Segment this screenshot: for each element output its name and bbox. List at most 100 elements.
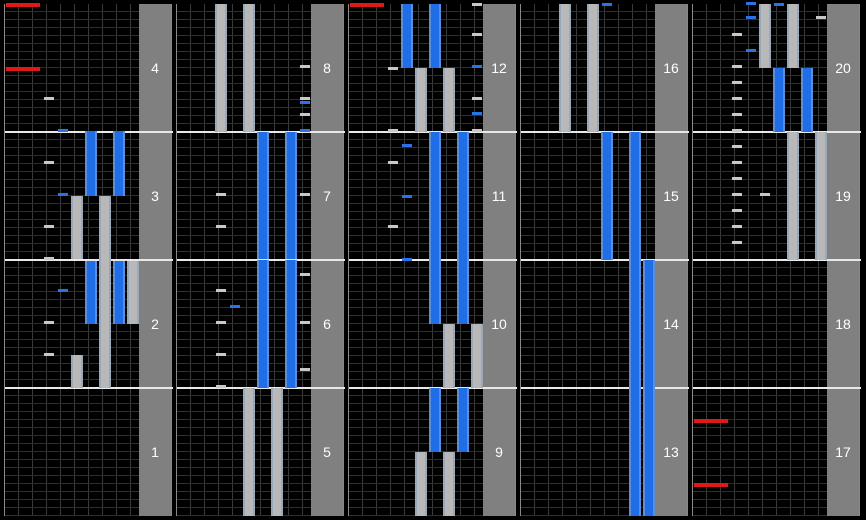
note[interactable]	[602, 3, 612, 7]
long-note[interactable]	[457, 132, 469, 260]
long-note[interactable]	[71, 354, 83, 388]
note[interactable]	[300, 100, 310, 104]
long-note[interactable]	[257, 132, 269, 259]
long-note[interactable]	[243, 4, 255, 132]
note[interactable]	[402, 195, 412, 199]
note[interactable]	[388, 128, 398, 132]
note[interactable]	[300, 368, 310, 372]
note[interactable]	[732, 160, 742, 164]
note[interactable]	[388, 67, 398, 71]
note[interactable]	[300, 128, 310, 132]
note[interactable]	[216, 352, 226, 356]
long-note[interactable]	[415, 452, 427, 516]
long-note[interactable]	[787, 4, 799, 68]
note[interactable]	[58, 128, 68, 132]
note[interactable]	[732, 209, 742, 213]
note[interactable]	[732, 113, 742, 117]
long-note[interactable]	[285, 132, 297, 259]
long-note[interactable]	[429, 260, 441, 324]
long-note[interactable]	[429, 388, 441, 452]
long-note[interactable]	[801, 68, 813, 132]
note[interactable]	[300, 96, 310, 100]
long-note[interactable]	[457, 260, 469, 324]
note[interactable]	[472, 112, 482, 116]
long-note[interactable]	[443, 452, 455, 516]
note[interactable]	[732, 145, 742, 149]
note[interactable]	[300, 273, 310, 277]
note[interactable]	[300, 113, 310, 117]
note[interactable]	[216, 192, 226, 196]
note[interactable]	[816, 16, 826, 20]
long-note[interactable]	[643, 260, 655, 516]
note[interactable]	[216, 384, 226, 388]
note[interactable]	[230, 305, 240, 309]
long-note[interactable]	[787, 132, 799, 260]
long-note[interactable]	[815, 132, 827, 260]
note[interactable]	[746, 16, 756, 20]
note[interactable]	[732, 241, 742, 245]
note[interactable]	[732, 177, 742, 181]
long-note[interactable]	[415, 68, 427, 132]
long-note[interactable]	[559, 4, 571, 132]
long-note[interactable]	[257, 260, 269, 388]
long-note[interactable]	[401, 4, 413, 68]
long-note[interactable]	[629, 260, 641, 516]
note[interactable]	[58, 288, 68, 292]
note[interactable]	[732, 32, 742, 36]
long-note[interactable]	[113, 130, 125, 196]
note[interactable]	[774, 3, 784, 7]
long-note[interactable]	[127, 261, 139, 324]
note[interactable]	[732, 224, 742, 228]
long-note[interactable]	[457, 388, 469, 452]
note[interactable]	[732, 64, 742, 68]
note[interactable]	[746, 49, 756, 53]
long-note[interactable]	[215, 4, 227, 132]
note[interactable]	[732, 81, 742, 85]
note[interactable]	[472, 3, 482, 7]
long-note[interactable]	[773, 68, 785, 132]
long-note[interactable]	[601, 132, 613, 260]
long-note[interactable]	[85, 261, 97, 324]
note[interactable]	[472, 64, 482, 68]
note[interactable]	[732, 128, 742, 132]
note[interactable]	[402, 258, 412, 261]
note[interactable]	[216, 320, 226, 324]
long-note[interactable]	[99, 196, 111, 259]
scratch-note[interactable]	[694, 419, 728, 424]
long-note[interactable]	[759, 4, 771, 68]
long-note[interactable]	[71, 196, 83, 259]
long-note[interactable]	[271, 388, 283, 516]
note[interactable]	[44, 224, 54, 228]
note[interactable]	[472, 32, 482, 36]
long-note[interactable]	[429, 132, 441, 260]
note[interactable]	[44, 256, 54, 260]
scratch-note[interactable]	[350, 3, 384, 8]
scratch-note[interactable]	[694, 483, 728, 488]
long-note[interactable]	[443, 68, 455, 132]
long-note[interactable]	[113, 261, 125, 324]
long-note[interactable]	[99, 354, 111, 388]
scratch-note[interactable]	[6, 3, 40, 8]
note[interactable]	[388, 160, 398, 164]
note[interactable]	[216, 288, 226, 292]
long-note[interactable]	[285, 260, 297, 388]
long-note[interactable]	[85, 130, 97, 196]
note[interactable]	[388, 224, 398, 228]
note[interactable]	[44, 96, 54, 100]
note[interactable]	[402, 144, 412, 148]
note[interactable]	[732, 96, 742, 100]
note[interactable]	[746, 2, 756, 5]
note[interactable]	[44, 352, 54, 356]
note[interactable]	[44, 320, 54, 324]
long-note[interactable]	[99, 258, 111, 355]
long-note[interactable]	[587, 4, 599, 132]
note[interactable]	[732, 192, 742, 196]
long-note[interactable]	[429, 4, 441, 68]
note[interactable]	[472, 96, 482, 100]
note[interactable]	[300, 192, 310, 196]
note[interactable]	[760, 192, 770, 196]
note[interactable]	[216, 224, 226, 228]
scratch-note[interactable]	[6, 67, 40, 72]
long-note[interactable]	[471, 324, 483, 388]
note[interactable]	[58, 192, 68, 196]
